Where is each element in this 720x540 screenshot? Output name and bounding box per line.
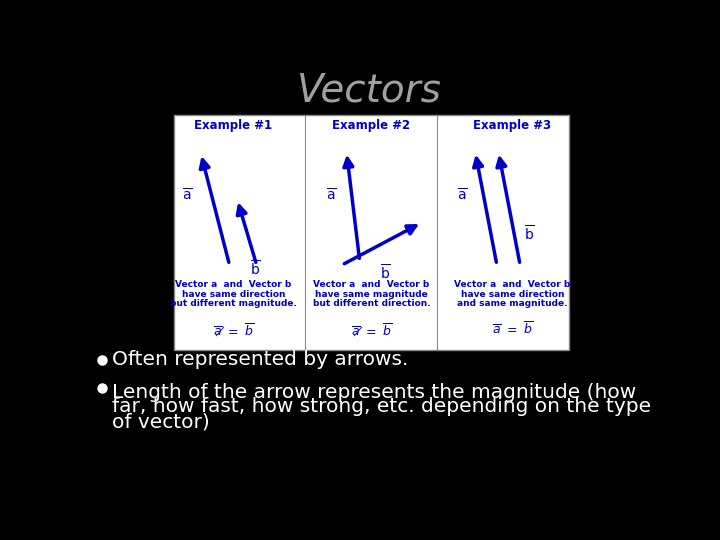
Text: have same magnitude: have same magnitude [315, 289, 428, 299]
Text: $\overline{a}\ \not=\ \overline{b}$: $\overline{a}\ \not=\ \overline{b}$ [351, 321, 392, 338]
Text: but different direction.: but different direction. [312, 299, 430, 308]
Text: Length of the arrow represents the magnitude (how: Length of the arrow represents the magni… [112, 383, 636, 402]
Text: $\mathdefault{\overline{b}}$: $\mathdefault{\overline{b}}$ [380, 263, 391, 282]
Text: Vectors: Vectors [297, 71, 441, 109]
Text: of vector): of vector) [112, 412, 210, 431]
Text: $\mathdefault{\overline{a}}$: $\mathdefault{\overline{a}}$ [181, 187, 192, 204]
Text: $\overline{a}\ =\ \overline{b}$: $\overline{a}\ =\ \overline{b}$ [492, 321, 533, 338]
Text: $\mathdefault{\overline{b}}$: $\mathdefault{\overline{b}}$ [524, 225, 535, 244]
Text: $\mathdefault{\overline{a}}$: $\mathdefault{\overline{a}}$ [325, 187, 336, 204]
Text: Vector a  and  Vector b: Vector a and Vector b [313, 280, 429, 289]
Text: Often represented by arrows.: Often represented by arrows. [112, 350, 409, 369]
Text: Example #2: Example #2 [332, 119, 410, 132]
Text: and same magnitude.: and same magnitude. [457, 299, 567, 308]
Text: Example #3: Example #3 [473, 119, 552, 132]
Text: $\mathdefault{\overline{b}}$: $\mathdefault{\overline{b}}$ [250, 259, 261, 279]
Text: Vector a  and  Vector b: Vector a and Vector b [454, 280, 570, 289]
Text: Vector a  and  Vector b: Vector a and Vector b [175, 280, 292, 289]
Text: but different magnitude.: but different magnitude. [170, 299, 297, 308]
Text: far, how fast, how strong, etc. depending on the type: far, how fast, how strong, etc. dependin… [112, 397, 652, 416]
Text: Example #1: Example #1 [194, 119, 272, 132]
Text: $\mathdefault{\overline{a}}$: $\mathdefault{\overline{a}}$ [456, 187, 467, 204]
Text: have same direction: have same direction [461, 289, 564, 299]
Bar [174, 115, 569, 350]
Text: $\overline{a}\ \not=\ \overline{b}$: $\overline{a}\ \not=\ \overline{b}$ [213, 321, 254, 338]
Text: have same direction: have same direction [181, 289, 285, 299]
